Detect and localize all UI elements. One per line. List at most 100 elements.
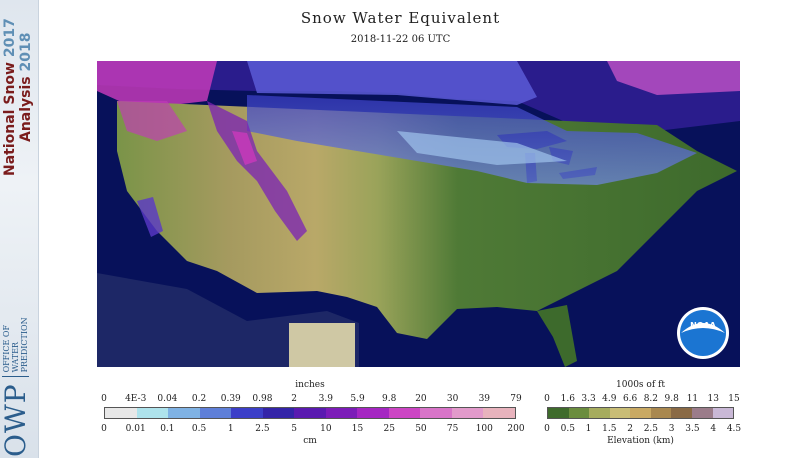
elev-tick-label: 3.5	[685, 424, 700, 434]
swe-tick-label: 9.8	[382, 394, 397, 404]
elev-swatch-4	[630, 408, 651, 418]
swe-swatch-8	[357, 408, 389, 418]
elev-tick-label: 9.8	[664, 394, 679, 404]
swe-tick-label: 4E-3	[125, 394, 147, 404]
swe-tick-label: 2.5	[255, 424, 270, 434]
owp-line2: WATER	[11, 342, 20, 373]
swe-tick-label: 20	[415, 394, 427, 404]
swe-swatch-9	[388, 408, 421, 418]
elev-swatch-7	[691, 408, 713, 418]
rockies-snow	[207, 101, 307, 241]
swe-swatch-4	[231, 408, 263, 418]
cascades-snow	[117, 101, 187, 141]
elev-tick-label: 4	[710, 424, 717, 434]
noaa-logo-text: NOAA	[690, 321, 716, 330]
elev-ticks-ft: 0 1.6 3.3 4.9 6.6 8.2 9.8 11 13 15	[544, 394, 740, 405]
noaa-logo: NOAA	[677, 307, 729, 359]
swe-tick-label: 200	[507, 424, 525, 434]
swe-unit-inches: inches	[295, 380, 325, 390]
swe-tick-label: 0.5	[191, 424, 207, 434]
swe-tick-label: 0.98	[252, 394, 273, 404]
elev-tick-label: 0	[544, 424, 550, 434]
elev-unit-km: Elevation (km)	[607, 436, 674, 446]
elev-tick-label: 1.5	[602, 424, 617, 434]
elev-tick-label: 11	[686, 394, 699, 404]
elev-tick-label: 3	[668, 424, 675, 434]
swe-color-bar	[104, 407, 516, 419]
canada-light-snow	[247, 61, 537, 105]
mexico-land-patch	[289, 323, 355, 367]
elev-unit-ft: 1000s of ft	[616, 380, 665, 390]
swe-swatch-12	[483, 408, 515, 418]
elev-tick-label: 8.2	[643, 394, 659, 404]
florida	[537, 305, 577, 367]
swe-tick-label: 0	[101, 394, 107, 404]
elev-swatch-2	[589, 408, 610, 418]
swe-tick-label: 3.9	[318, 394, 334, 404]
elev-swatch-3	[609, 408, 631, 418]
swe-swatch-7	[325, 408, 358, 418]
swe-tick-label: 39	[478, 394, 491, 404]
elev-ticks-km: 0 0.5 1 1.5 2 2.5 3 3.5 4 4.5	[544, 424, 741, 435]
swe-tick-label: 0.04	[157, 394, 178, 404]
swe-tick-label: 79	[510, 394, 522, 404]
swe-swatch-5	[262, 408, 295, 418]
sierra-snow	[137, 197, 163, 237]
swe-swatch-10	[420, 408, 452, 418]
left-sidebar: National Snow 2017 Analysis 2018 OWPOFFI…	[0, 0, 39, 458]
elev-tick-label: 3.3	[581, 394, 596, 404]
elev-swatch-1	[568, 408, 590, 418]
elev-tick-label: 2.5	[643, 424, 659, 434]
swe-swatch-6	[294, 408, 326, 418]
owp-line3: PREDICTION	[20, 317, 29, 373]
swe-tick-label: 10	[320, 424, 332, 434]
swe-tick-label: 25	[383, 424, 395, 434]
swe-tick-label: 1	[227, 424, 234, 434]
swe-swatch-11	[451, 408, 484, 418]
elev-tick-label: 13	[707, 394, 719, 404]
analysis-timestamp: 2018-11-22 06 UTC	[350, 34, 451, 45]
canada-west-deep-snow	[97, 61, 217, 109]
swe-tick-label: 75	[446, 424, 459, 434]
swe-tick-label: 0.01	[125, 424, 146, 434]
swe-tick-label: 0.1	[160, 424, 175, 434]
elev-swatch-5	[650, 408, 672, 418]
swe-tick-label: 100	[475, 424, 493, 434]
swe-tick-label: 2	[291, 394, 298, 404]
swe-tick-label: 0	[101, 424, 107, 434]
owp-line1: OFFICE OF	[2, 324, 11, 373]
swe-swatch-2	[168, 408, 200, 418]
swe-tick-label: 50	[415, 424, 427, 434]
owp-office-name: OFFICE OF WATER PREDICTION	[2, 317, 29, 378]
swe-swatch-3	[199, 408, 232, 418]
quebec-deep-snow	[607, 61, 740, 95]
swe-swatch-0	[105, 408, 137, 418]
elev-tick-label: 6.6	[622, 394, 638, 404]
elev-swatch-8	[712, 408, 734, 418]
swe-ticks-inches: 0 4E-3 0.04 0.2 0.39 0.98 2 3.9 5.9 9.8 20 30 39 79	[101, 394, 522, 405]
owp-abbrev: OWP	[0, 383, 32, 457]
swe-tick-label: 0.2	[191, 394, 207, 404]
elev-tick-label: 1.6	[560, 394, 575, 404]
swe-tick-label: 15	[351, 424, 364, 434]
elev-tick-label: 2	[627, 424, 633, 434]
elev-tick-label: 0.5	[560, 424, 575, 434]
sidebar-title-line1: National Snow	[2, 62, 18, 176]
snow-map-svg: NOAA	[97, 61, 740, 367]
swe-ticks-cm: 0 0.01 0.1 0.5 1 2.5 5 10 15 25 50 75 100 200	[101, 424, 524, 435]
swe-tick-label: 5.9	[350, 394, 365, 404]
owp-logo: OWP OFFICE OF WATER PREDICTION	[0, 267, 35, 457]
snow-map: NOAA	[97, 61, 740, 367]
swe-tick-label: 0.39	[220, 394, 241, 404]
elev-swatch-6	[671, 408, 692, 418]
elev-tick-label: 0	[544, 394, 550, 404]
swe-legend: inches 0 4E-3 0.04 0.2 0.39 0.98 2 3.9 5.9 9.8 20 3…	[101, 378, 524, 448]
sidebar-title-line2: Analysis	[18, 76, 34, 142]
elev-tick-label: 1	[585, 424, 592, 434]
swe-tick-label: 5	[291, 424, 298, 434]
elev-tick-label: 4.9	[602, 394, 617, 404]
elev-tick-label: 4.5	[726, 424, 742, 434]
swe-unit-cm: cm	[303, 436, 317, 446]
elev-tick-label: 15	[728, 394, 740, 404]
